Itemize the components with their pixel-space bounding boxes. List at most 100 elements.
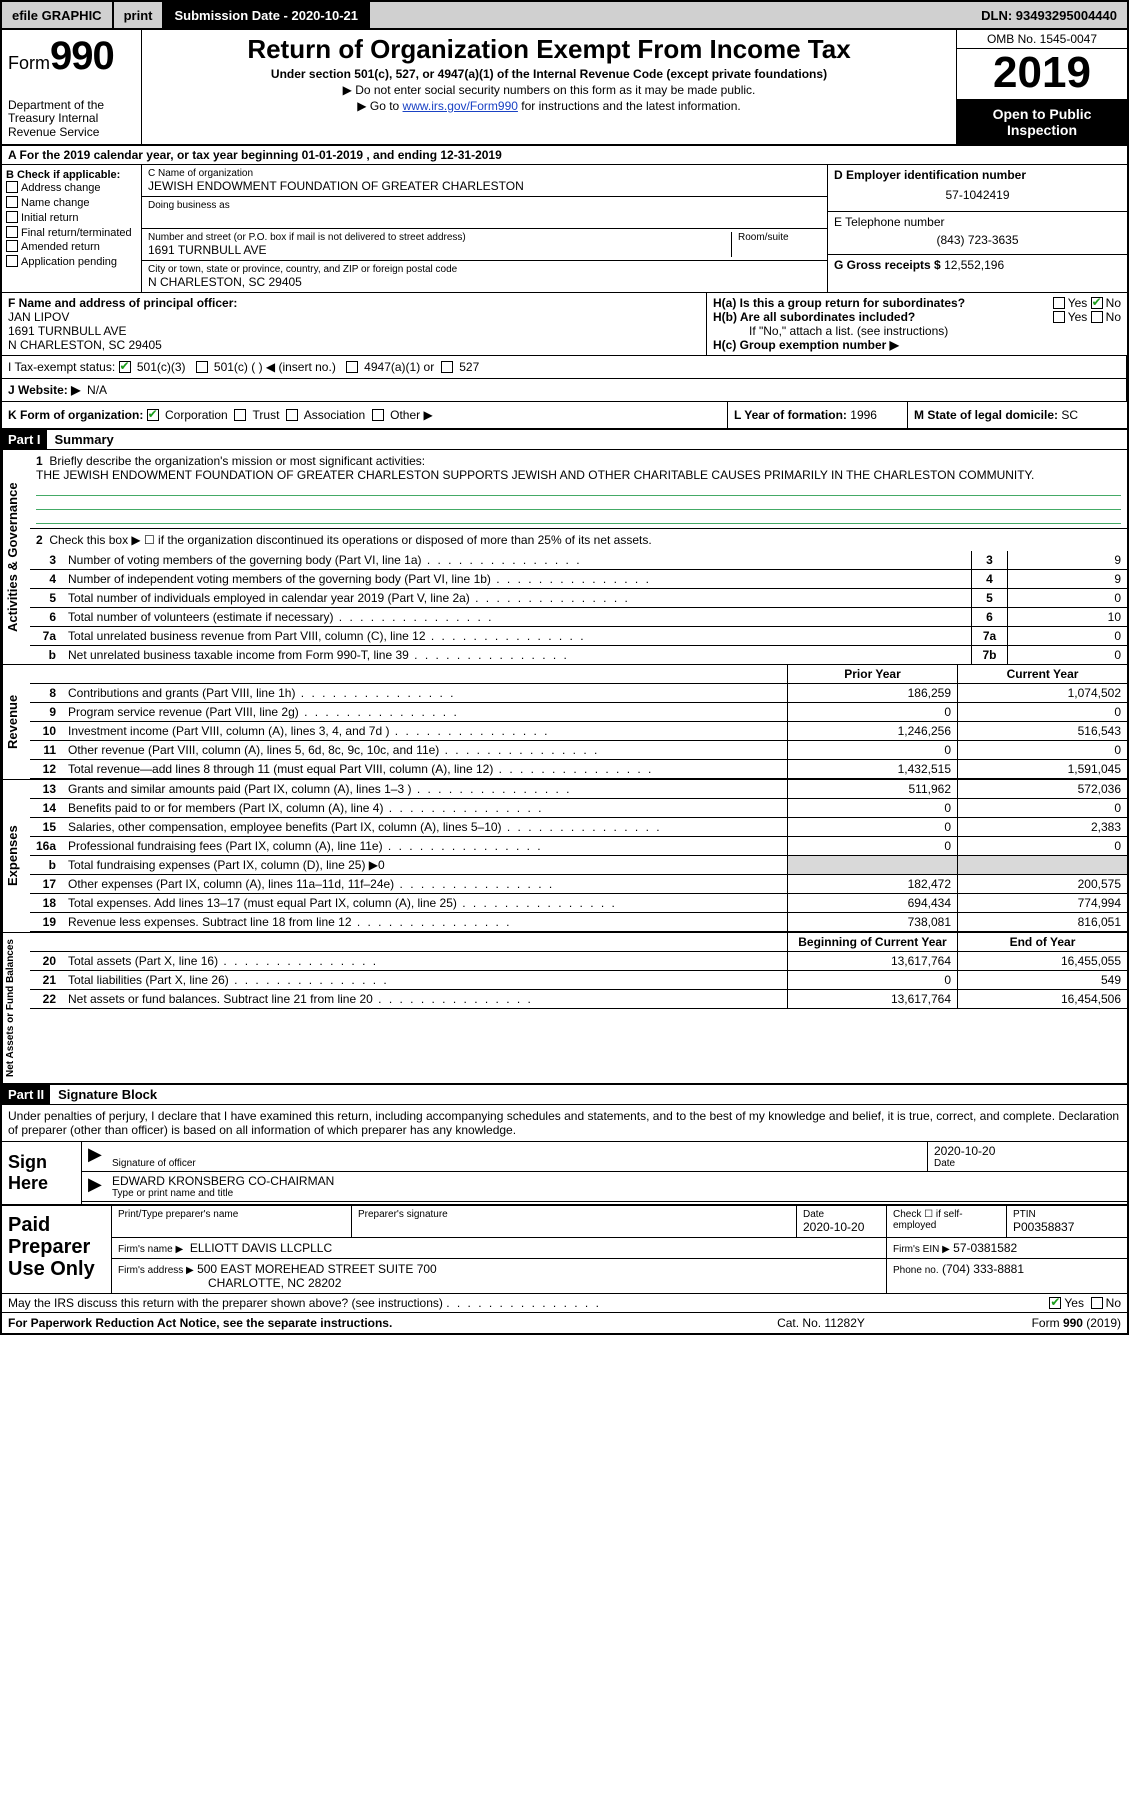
cb-527[interactable] xyxy=(441,361,453,373)
telephone: (843) 723-3635 xyxy=(834,229,1121,251)
signature-block: Under penalties of perjury, I declare th… xyxy=(2,1105,1127,1206)
line-1: 1 Briefly describe the organization's mi… xyxy=(30,450,1127,528)
signature-date: 2020-10-20 xyxy=(934,1144,1121,1158)
ein: 57-1042419 xyxy=(834,182,1121,208)
line-2: 2 Check this box ▶ ☐ if the organization… xyxy=(30,528,1127,551)
line-5: 5Total number of individuals employed in… xyxy=(30,589,1127,608)
rev-line-9: 9Program service revenue (Part VIII, lin… xyxy=(30,703,1127,722)
city-state-zip: N CHARLESTON, SC 29405 xyxy=(148,275,821,289)
cb-other[interactable] xyxy=(372,409,384,421)
top-toolbar: efile GRAPHIC print Submission Date - 20… xyxy=(0,0,1129,28)
cb-name-change[interactable]: Name change xyxy=(6,196,137,211)
line-7a: 7aTotal unrelated business revenue from … xyxy=(30,627,1127,646)
cb-application-pending[interactable]: Application pending xyxy=(6,255,137,270)
part-1-header: Part I Summary xyxy=(2,430,1127,450)
irs-link[interactable]: www.irs.gov/Form990 xyxy=(403,99,518,113)
tax-year: 2019 xyxy=(957,49,1127,100)
omb-number: OMB No. 1545-0047 xyxy=(957,30,1127,49)
firm-name: ELLIOTT DAVIS LLCPLLC xyxy=(190,1241,332,1255)
cb-association[interactable] xyxy=(286,409,298,421)
side-label-revenue: Revenue xyxy=(2,665,30,779)
cb-final-return[interactable]: Final return/terminated xyxy=(6,226,137,241)
part-1-activities-governance: Activities & Governance 1 Briefly descri… xyxy=(2,450,1127,665)
ptin: P00358837 xyxy=(1013,1220,1121,1234)
efile-button[interactable]: efile GRAPHIC xyxy=(2,2,114,28)
exp-line-18: 18Total expenses. Add lines 13–17 (must … xyxy=(30,894,1127,913)
col-b-header: B Check if applicable: xyxy=(6,169,137,181)
prep-row-3: Firm's address ▶ 500 EAST MOREHEAD STREE… xyxy=(112,1259,1127,1293)
cb-501c3[interactable] xyxy=(119,361,131,373)
line-6: 6Total number of volunteers (estimate if… xyxy=(30,608,1127,627)
exp-line-13: 13Grants and similar amounts paid (Part … xyxy=(30,780,1127,799)
exp-line-14: 14Benefits paid to or for members (Part … xyxy=(30,799,1127,818)
col-d-e-g: D Employer identification number 57-1042… xyxy=(827,165,1127,292)
arrow-icon: ▶ xyxy=(82,1142,106,1171)
cb-4947[interactable] xyxy=(346,361,358,373)
exp-line-19: 19Revenue less expenses. Subtract line 1… xyxy=(30,913,1127,932)
cb-corporation[interactable] xyxy=(147,409,159,421)
org-name: JEWISH ENDOWMENT FOUNDATION OF GREATER C… xyxy=(148,179,821,193)
paid-preparer-block: Paid Preparer Use Only Print/Type prepar… xyxy=(2,1206,1127,1294)
cb-address-change[interactable]: Address change xyxy=(6,181,137,196)
open-to-public: Open to Public Inspection xyxy=(957,100,1127,144)
part-1-net-assets: Net Assets or Fund Balances Beginning of… xyxy=(2,933,1127,1085)
rev-line-11: 11Other revenue (Part VIII, column (A), … xyxy=(30,741,1127,760)
toolbar-spacer xyxy=(370,2,971,28)
website: N/A xyxy=(87,383,107,397)
officer-name: EDWARD KRONSBERG CO-CHAIRMAN xyxy=(112,1174,1121,1188)
year-formation: 1996 xyxy=(850,408,877,422)
print-button[interactable]: print xyxy=(114,2,165,28)
side-label-net: Net Assets or Fund Balances xyxy=(2,933,30,1083)
col-b-checkboxes: B Check if applicable: Address change Na… xyxy=(2,165,142,292)
ein-cell: D Employer identification number 57-1042… xyxy=(828,165,1127,212)
rev-col-header: Prior Year Current Year xyxy=(30,665,1127,684)
row-j: J Website: ▶ N/A xyxy=(2,379,1127,402)
net-line-22: 22Net assets or fund balances. Subtract … xyxy=(30,990,1127,1009)
instruction-1: ▶ Do not enter social security numbers o… xyxy=(148,83,950,97)
line-4: 4Number of independent voting members of… xyxy=(30,570,1127,589)
exp-line-15: 15Salaries, other compensation, employee… xyxy=(30,818,1127,837)
gross-receipts: 12,552,196 xyxy=(944,258,1004,272)
cb-initial-return[interactable]: Initial return xyxy=(6,211,137,226)
header-middle: Return of Organization Exempt From Incom… xyxy=(142,30,957,144)
block-b-to-g: B Check if applicable: Address change Na… xyxy=(2,165,1127,293)
exp-line-b: bTotal fundraising expenses (Part IX, co… xyxy=(30,856,1127,875)
part-1-expenses: Expenses 13Grants and similar amounts pa… xyxy=(2,780,1127,933)
page-footer: For Paperwork Reduction Act Notice, see … xyxy=(2,1313,1127,1333)
dln: DLN: 93493295004440 xyxy=(971,2,1127,28)
line-7b: bNet unrelated business taxable income f… xyxy=(30,646,1127,664)
dba-cell: Doing business as xyxy=(142,197,827,229)
principal-officer: F Name and address of principal officer:… xyxy=(2,293,707,355)
gross-receipts-cell: G Gross receipts $ 12,552,196 xyxy=(828,255,1127,275)
header-left: Form990 Department of the Treasury Inter… xyxy=(2,30,142,144)
cb-501c[interactable] xyxy=(196,361,208,373)
rev-line-10: 10Investment income (Part VIII, column (… xyxy=(30,722,1127,741)
city-cell: City or town, state or province, country… xyxy=(142,261,827,292)
may-discuss-row: May the IRS discuss this return with the… xyxy=(2,1294,1127,1313)
row-k: K Form of organization: Corporation Trus… xyxy=(2,402,1127,430)
cb-trust[interactable] xyxy=(234,409,246,421)
group-return-block: H(a) Is this a group return for subordin… xyxy=(707,293,1127,355)
form-title: Return of Organization Exempt From Incom… xyxy=(148,34,950,65)
exp-line-17: 17Other expenses (Part IX, column (A), l… xyxy=(30,875,1127,894)
address-cell: Number and street (or P.O. box if mail i… xyxy=(142,229,827,261)
block-f-h: F Name and address of principal officer:… xyxy=(2,293,1127,356)
street-address: 1691 TURNBULL AVE xyxy=(148,243,731,257)
net-line-21: 21Total liabilities (Part X, line 26)054… xyxy=(30,971,1127,990)
firm-address: 500 EAST MOREHEAD STREET SUITE 700 xyxy=(197,1262,437,1276)
part-2-header: Part II Signature Block xyxy=(2,1085,1127,1105)
rev-line-12: 12Total revenue—add lines 8 through 11 (… xyxy=(30,760,1127,779)
side-label-expenses: Expenses xyxy=(2,780,30,932)
perjury-statement: Under penalties of perjury, I declare th… xyxy=(2,1105,1127,1142)
exp-line-16a: 16aProfessional fundraising fees (Part I… xyxy=(30,837,1127,856)
col-c: C Name of organization JEWISH ENDOWMENT … xyxy=(142,165,827,292)
cb-amended-return[interactable]: Amended return xyxy=(6,240,137,255)
state-domicile: SC xyxy=(1061,408,1078,422)
form-header: Form990 Department of the Treasury Inter… xyxy=(2,30,1127,146)
org-name-cell: C Name of organization JEWISH ENDOWMENT … xyxy=(142,165,827,197)
cb-may-yes[interactable] xyxy=(1049,1297,1061,1309)
arrow-icon: ▶ xyxy=(82,1172,106,1201)
cb-may-no[interactable] xyxy=(1091,1297,1103,1309)
side-label-ag: Activities & Governance xyxy=(2,450,30,664)
rev-line-8: 8Contributions and grants (Part VIII, li… xyxy=(30,684,1127,703)
